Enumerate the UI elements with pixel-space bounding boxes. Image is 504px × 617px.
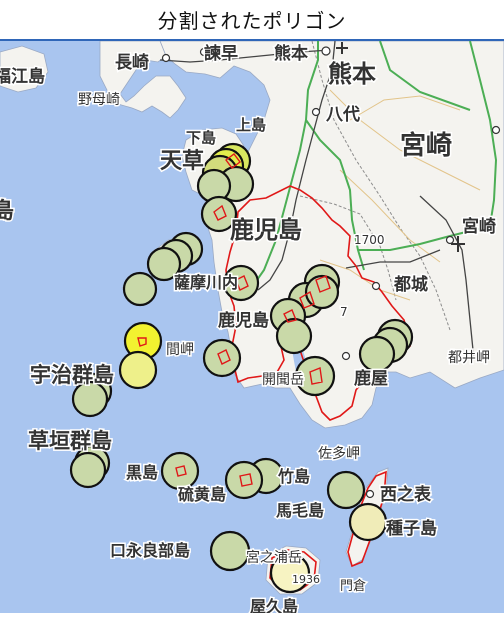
airport-miyazaki-icon	[451, 236, 465, 252]
label-nishinoomote: 西之表	[380, 484, 432, 505]
label-kagoshima-pref: 鹿児島	[230, 216, 302, 244]
label-uji-islands: 宇治群島	[30, 363, 114, 387]
label-miyakonojo: 都城	[393, 274, 428, 295]
marker-nagasaki	[161, 53, 171, 63]
label-kumamoto-city: 熊本	[274, 43, 308, 64]
land-nagasaki	[99, 40, 187, 119]
centroid-markers[interactable]	[69, 142, 414, 594]
centroid-marker[interactable]	[224, 460, 264, 500]
label-kanoya: 鹿屋	[354, 368, 388, 389]
centroid-marker[interactable]	[160, 451, 200, 491]
label-iojima: 硫黄島	[178, 485, 226, 504]
label-isahaya: 諫早	[204, 43, 238, 64]
centroid-marker[interactable]	[326, 470, 366, 510]
label-miyazaki-city: 宮崎	[462, 216, 496, 237]
marker-kanoya	[341, 351, 351, 361]
label-mageshima: 馬毛島	[276, 501, 324, 520]
local-roads	[319, 89, 481, 301]
label-elevation-1936: 1936	[292, 573, 320, 586]
label-elevation-7: 7	[340, 305, 348, 319]
label-fukue: 福江島	[0, 66, 45, 87]
marker-yatsushiro	[311, 107, 321, 117]
admin-boundaries	[299, 40, 451, 331]
map-canvas[interactable]: 長崎 諫早 熊本 熊本 福江島 野母崎 八代 宮崎 天草 下島 上島 島 鹿児島…	[0, 40, 504, 617]
land-fukue	[0, 45, 49, 93]
label-nomozaki: 野母崎	[78, 92, 120, 108]
city-markers	[161, 46, 501, 499]
map-view[interactable]: 長崎 諫早 熊本 熊本 福江島 野母崎 八代 宮崎 天草 下島 上島 島 鹿児島…	[0, 40, 504, 617]
marker-miyakonojo	[371, 281, 381, 291]
centroid-marker[interactable]	[275, 317, 313, 355]
centroid-marker[interactable]	[146, 246, 182, 282]
centroid-marker[interactable]	[71, 380, 109, 418]
label-kagoshima-city: 鹿児島	[218, 310, 269, 331]
label-satamisaki: 佐多岬	[318, 445, 360, 462]
label-kuchinoerabu: 口永良部島	[110, 541, 190, 560]
label-miyanouradake: 宮之浦岳	[246, 550, 302, 566]
map-title: 分割されたポリゴン	[157, 9, 347, 33]
centroid-marker[interactable]	[304, 274, 340, 310]
label-shima: 島	[0, 198, 14, 224]
label-elevation-1700: 1700	[354, 233, 385, 247]
label-amakusa: 天草	[160, 148, 204, 174]
polygon-fragments	[137, 153, 331, 487]
marker-kumamoto	[321, 46, 331, 56]
map-title-bar: 分割されたポリゴン	[0, 0, 504, 41]
centroid-marker[interactable]	[122, 271, 158, 307]
marker-miyazaki-2	[445, 235, 455, 245]
label-tanegashima: 種子島	[386, 518, 437, 539]
centroid-marker[interactable]	[348, 502, 388, 542]
label-miyazaki-pref: 宮崎	[400, 130, 452, 161]
label-kusagaki-islands: 草垣群島	[28, 429, 112, 453]
airport-kumamoto-icon	[336, 42, 348, 54]
label-kumamoto-pref: 熊本	[328, 60, 376, 88]
centroid-marker[interactable]	[294, 355, 336, 397]
land-kyushu	[159, 40, 504, 429]
label-nagasaki: 長崎	[115, 52, 149, 73]
label-takeshima: 竹島	[277, 467, 310, 486]
expressways	[249, 40, 498, 291]
label-toimisaki: 都井岬	[448, 350, 490, 366]
centroid-marker[interactable]	[209, 530, 251, 572]
label-yatsushiro: 八代	[326, 104, 360, 125]
place-labels: 長崎 諫早 熊本 熊本 福江島 野母崎 八代 宮崎 天草 下島 上島 島 鹿児島…	[0, 42, 498, 617]
centroid-marker[interactable]	[200, 195, 238, 233]
railways	[159, 40, 475, 361]
centroid-marker[interactable]	[358, 335, 396, 373]
marker-miyazaki	[491, 125, 501, 135]
label-yakushima: 屋久島	[250, 597, 298, 613]
centroid-marker[interactable]	[222, 264, 260, 302]
label-kadokura: 門倉	[340, 579, 366, 594]
centroid-marker[interactable]	[69, 451, 107, 489]
label-shimoshima: 下島	[186, 129, 216, 147]
centroid-marker[interactable]	[269, 552, 311, 594]
marker-nishinoomote	[365, 489, 375, 499]
label-mamisaki: 間岬	[166, 342, 194, 358]
centroid-marker[interactable]	[118, 350, 158, 390]
label-satsumasendai: 薩摩川内	[174, 273, 238, 292]
label-kaimondake: 開聞岳	[262, 372, 304, 388]
airport-icons	[336, 42, 465, 252]
marker-isahaya	[199, 47, 209, 57]
label-kamishima: 上島	[236, 116, 266, 134]
centroid-marker[interactable]	[202, 338, 242, 378]
label-kuroshima: 黒島	[126, 463, 158, 482]
